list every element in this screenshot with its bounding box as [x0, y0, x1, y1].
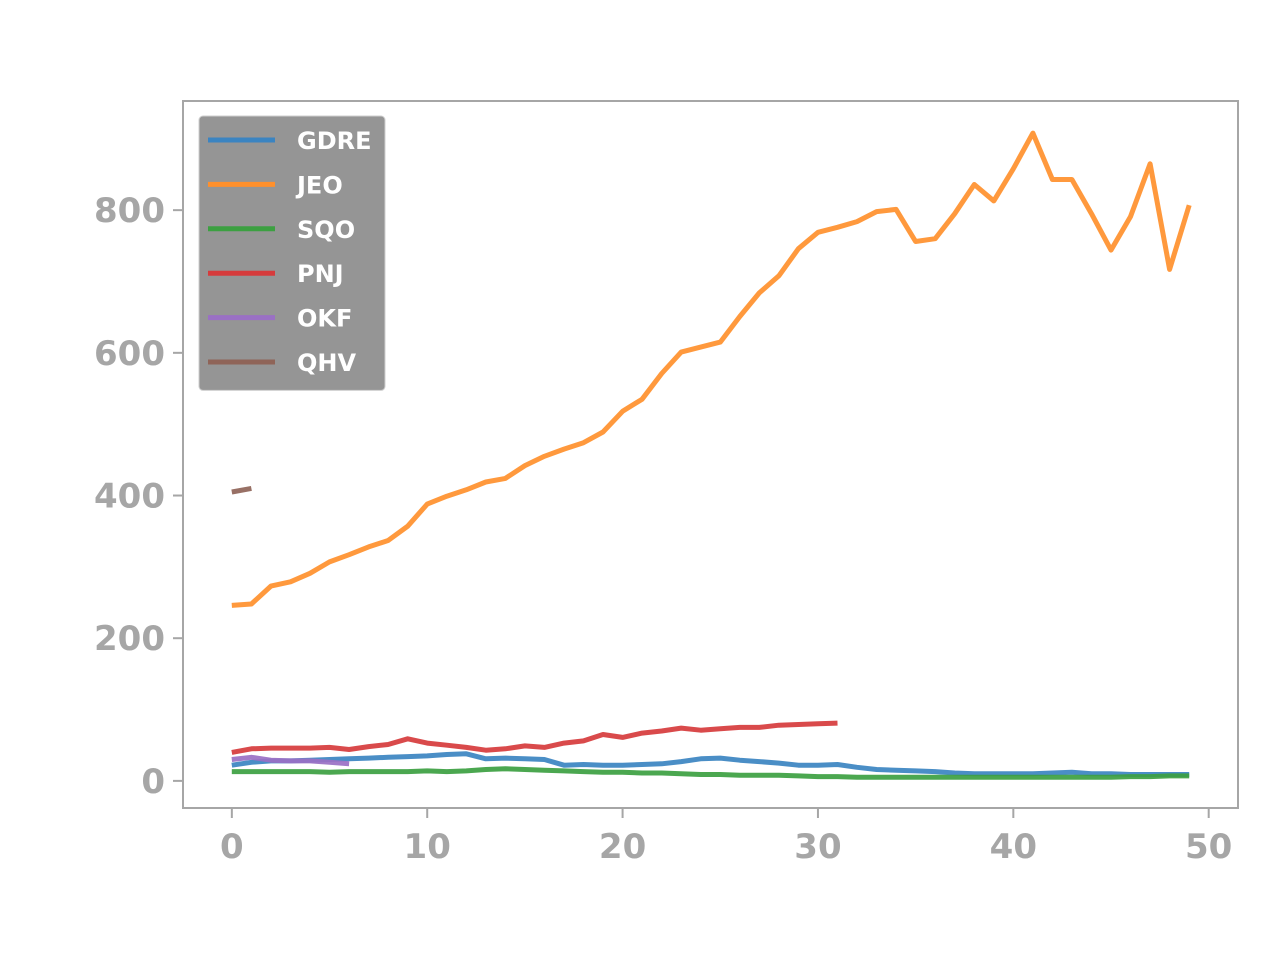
series-line-qhv: [231, 485, 252, 495]
x-tick-label: 50: [1185, 827, 1232, 867]
series-line-jeo: [231, 130, 1192, 608]
legend-label-qhv: QHV: [297, 349, 356, 377]
legend-label-jeo: JEO: [295, 171, 343, 199]
series-lines: [231, 130, 1192, 780]
x-tick-label: 40: [990, 827, 1037, 867]
x-tick-label: 0: [220, 827, 244, 867]
legend: GDRE JEO SQO PNJ OKF QHV: [198, 115, 386, 391]
series-line-okf: [231, 754, 350, 767]
x-axis-ticks: 0 10 20 30 40 50: [220, 808, 1232, 867]
series-line-gdre: [231, 751, 1190, 777]
y-tick-label: 800: [94, 191, 165, 231]
y-tick-label: 0: [141, 762, 165, 802]
y-axis-ticks: 0 200 400 600 800: [94, 191, 183, 802]
legend-label-pnj: PNJ: [297, 260, 344, 288]
y-tick-label: 200: [94, 619, 165, 659]
series-line-sqo: [231, 766, 1190, 780]
legend-box: [198, 115, 386, 391]
y-tick-label: 600: [94, 334, 165, 374]
legend-label-gdre: GDRE: [297, 127, 372, 155]
x-tick-label: 10: [404, 827, 451, 867]
x-tick-label: 30: [794, 827, 841, 867]
x-tick-label: 20: [599, 827, 646, 867]
legend-label-okf: OKF: [297, 305, 352, 333]
y-tick-label: 400: [94, 477, 165, 517]
plot-frame: [182, 100, 1239, 809]
legend-label-sqo: SQO: [297, 216, 355, 244]
series-line-pnj: [231, 720, 838, 755]
